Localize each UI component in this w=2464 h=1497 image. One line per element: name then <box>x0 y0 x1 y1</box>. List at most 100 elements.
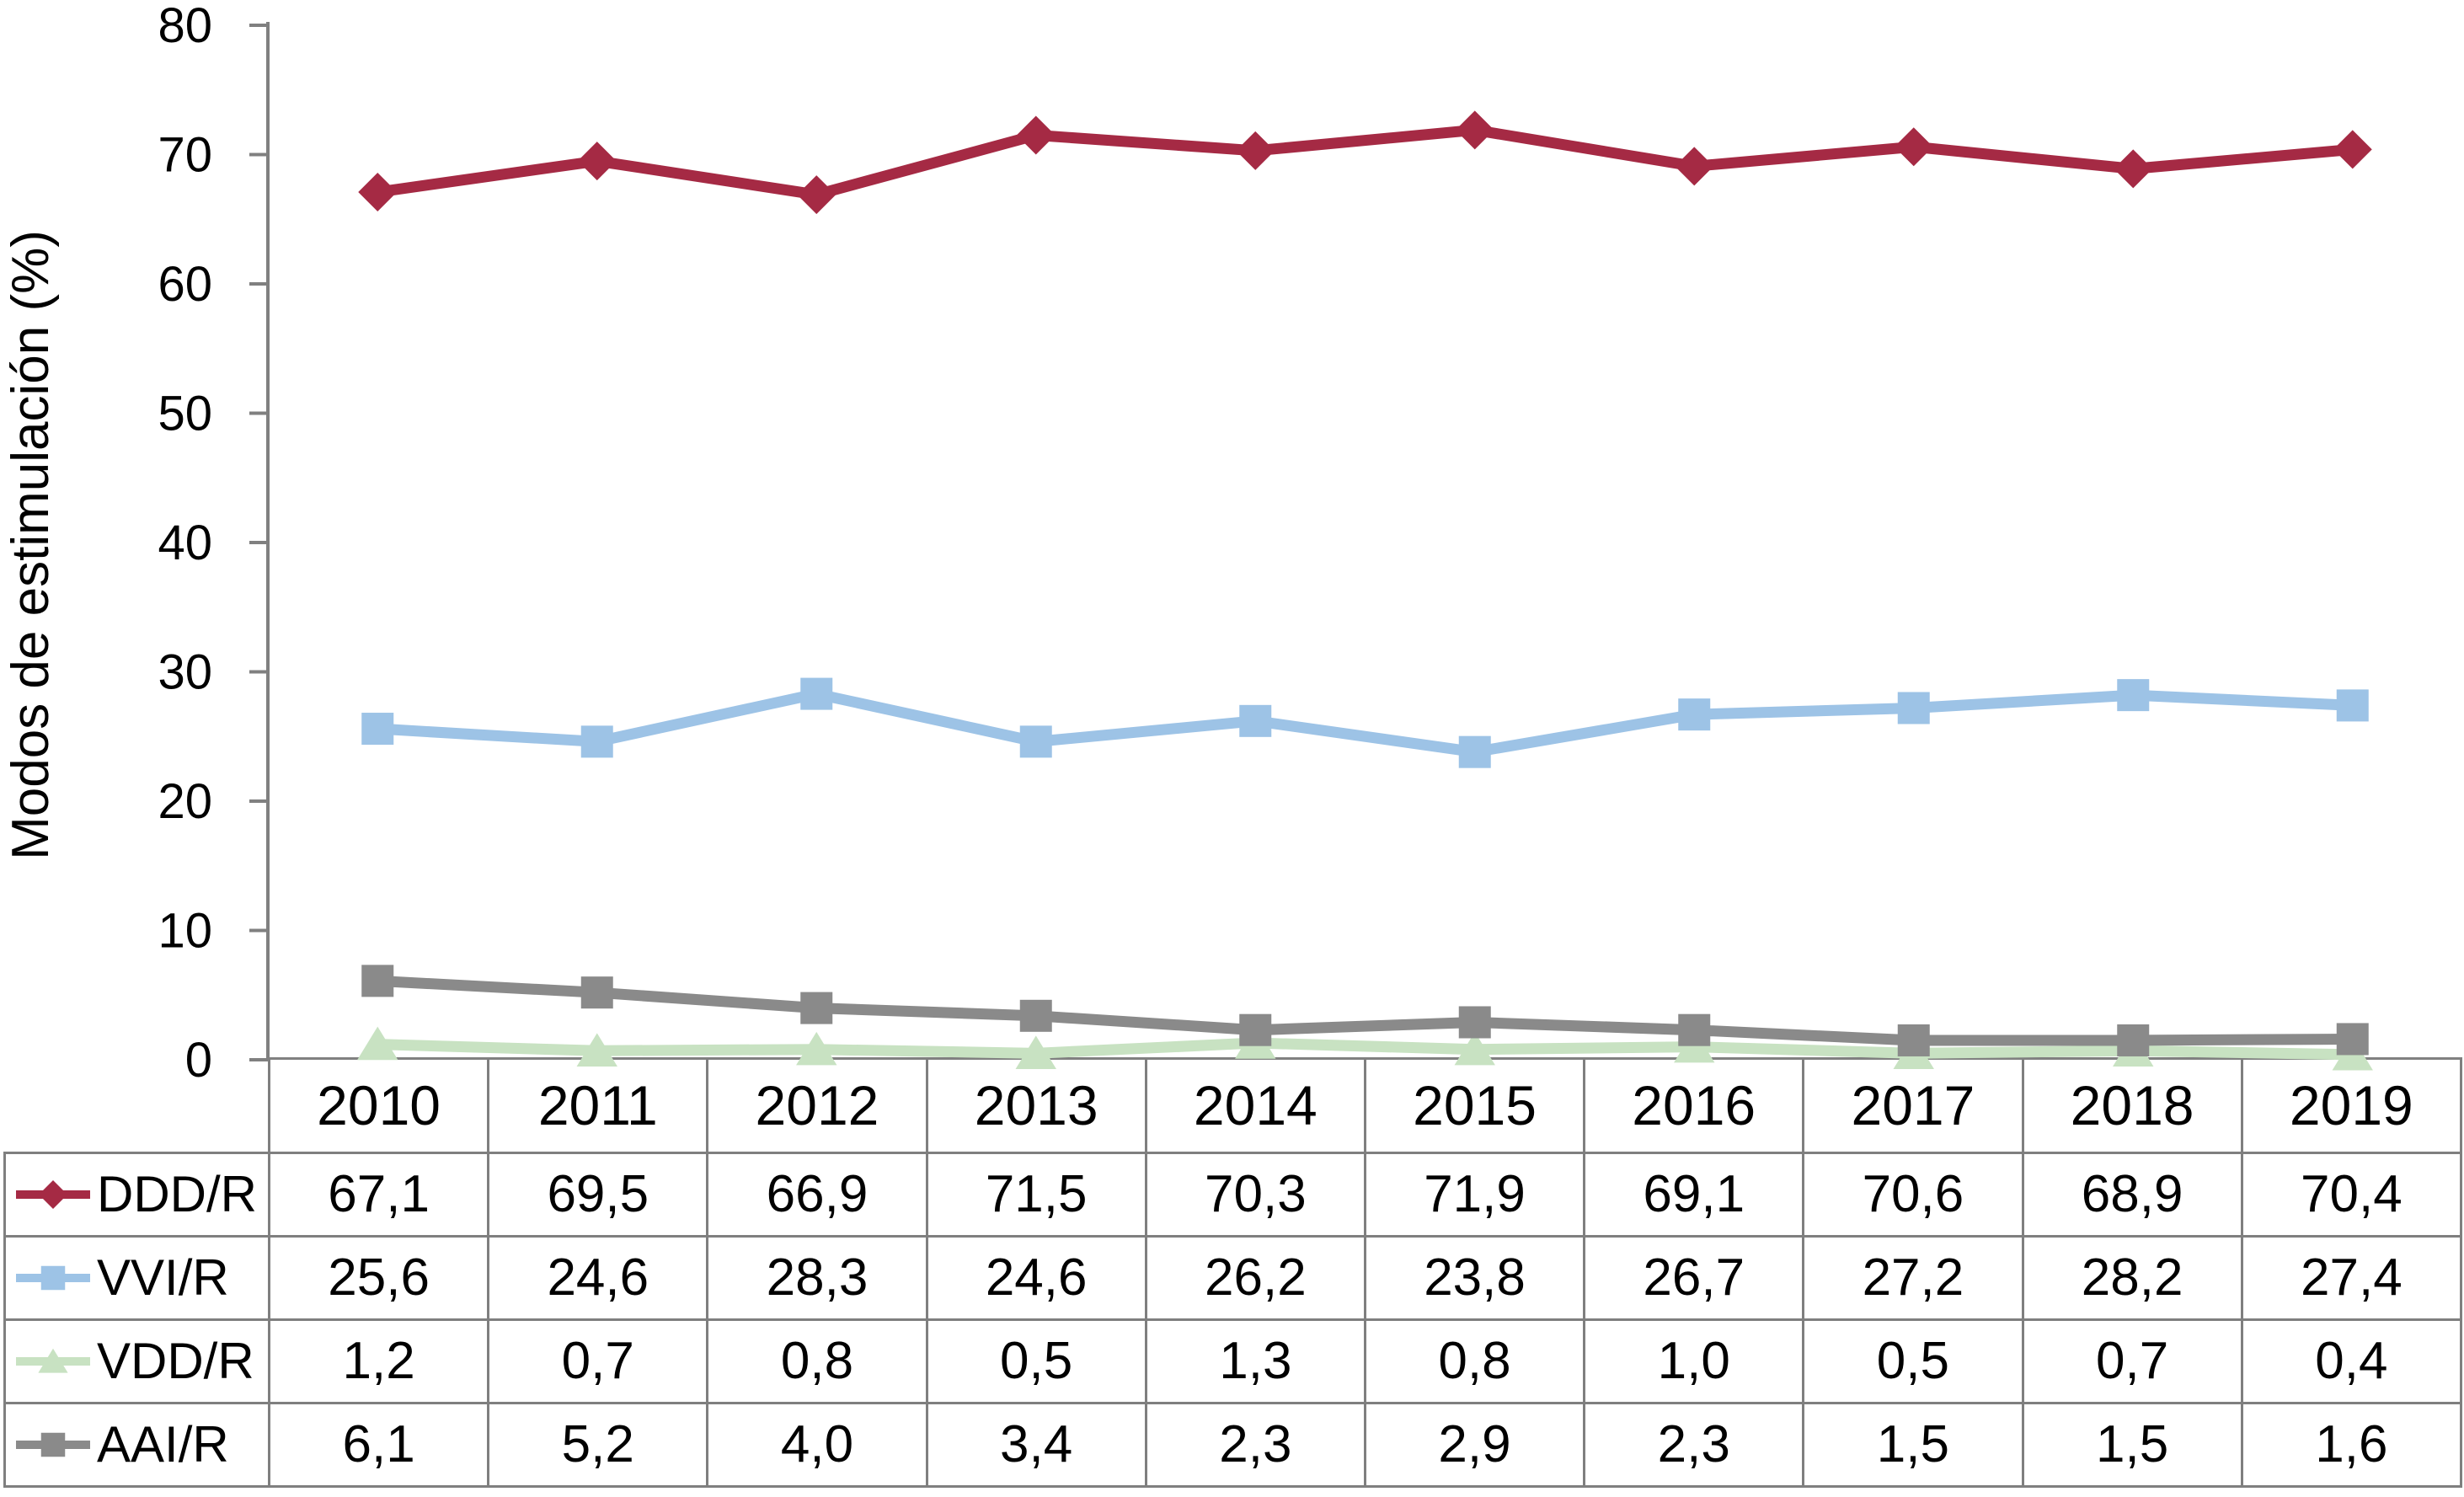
series-label: AAI/R <box>97 1416 229 1473</box>
data-point-aai-r-2018 <box>2117 1024 2150 1056</box>
data-point-vvi-r-2017 <box>1897 692 1930 724</box>
data-point-ddd-r-2010 <box>358 173 398 212</box>
data-point-ddd-r-2015 <box>1455 110 1494 150</box>
data-table: 2010 2011 2012 2013 2014 2015 2016 2017 2018 2019… <box>3 1060 2463 1488</box>
data-point-aai-r-2013 <box>1019 999 1052 1032</box>
value-cell-aai-r-2014: 2,3 <box>1144 1401 1366 1488</box>
year-header-cell: 2016 <box>1583 1060 1805 1152</box>
value-cell-aai-r-2013: 3,4 <box>925 1401 1147 1488</box>
value-cell-ddd-r-2015: 71,9 <box>1363 1151 1586 1238</box>
legend-marker-icon <box>16 1265 90 1290</box>
value-cell-aai-r-2018: 1,5 <box>2021 1401 2243 1488</box>
value-cell-vvi-r-2017: 27,2 <box>1802 1234 2024 1321</box>
legend-square-icon <box>40 1432 66 1457</box>
series-label-cell-ddd-r: DDD/R <box>3 1151 270 1238</box>
value-cell-vvi-r-2010: 25,6 <box>267 1234 490 1321</box>
data-point-aai-r-2011 <box>580 976 613 1009</box>
series-legend: VVI/R <box>8 1248 267 1307</box>
year-header-cell: 2018 <box>2021 1060 2243 1152</box>
y-axis-tick-label: 10 <box>158 904 212 959</box>
legend-marker-icon <box>16 1348 90 1373</box>
year-header-cell: 2014 <box>1144 1060 1366 1152</box>
data-point-vvi-r-2011 <box>580 725 613 758</box>
series-line-vdd-r <box>377 1037 2353 1061</box>
y-axis-tick-label: 80 <box>158 0 212 53</box>
data-point-ddd-r-2019 <box>2333 130 2372 169</box>
value-cell-vdd-r-2016: 1,0 <box>1583 1318 1805 1404</box>
value-cell-vvi-r-2012: 28,3 <box>706 1234 928 1321</box>
data-point-aai-r-2017 <box>1897 1024 1930 1056</box>
legend-square-icon <box>40 1265 66 1290</box>
data-point-ddd-r-2011 <box>577 142 617 181</box>
value-cell-aai-r-2015: 2,9 <box>1363 1401 1586 1488</box>
data-point-ddd-r-2018 <box>2114 149 2153 189</box>
data-point-vdd-r-2011 <box>576 1033 617 1067</box>
year-header-cell: 2011 <box>487 1060 709 1152</box>
value-cell-aai-r-2017: 1,5 <box>1802 1401 2024 1488</box>
value-cell-vvi-r-2013: 24,6 <box>925 1234 1147 1321</box>
series-label-cell-vvi-r: VVI/R <box>3 1234 270 1321</box>
y-axis-tick-label: 70 <box>158 128 212 183</box>
year-header-cell: 2015 <box>1363 1060 1586 1152</box>
value-cell-vvi-r-2011: 24,6 <box>487 1234 709 1321</box>
data-point-ddd-r-2017 <box>1894 127 1933 167</box>
y-axis-tick-label: 40 <box>158 516 212 570</box>
data-point-vvi-r-2016 <box>1678 698 1711 731</box>
series-line-vvi-r <box>377 687 2354 758</box>
year-header-cell: 2019 <box>2240 1060 2463 1152</box>
data-point-vdd-r-2015 <box>1454 1031 1495 1066</box>
data-point-ddd-r-2016 <box>1675 147 1714 186</box>
data-point-aai-r-2012 <box>800 992 833 1024</box>
legend-marker-icon <box>16 1179 90 1209</box>
data-point-aai-r-2016 <box>1678 1013 1711 1046</box>
value-cell-ddd-r-2019: 70,4 <box>2240 1151 2463 1238</box>
data-point-vvi-r-2015 <box>1458 735 1491 768</box>
data-point-aai-r-2010 <box>361 965 394 997</box>
value-cell-vvi-r-2018: 28,2 <box>2021 1234 2243 1321</box>
y-axis-tick-label: 20 <box>158 774 212 829</box>
year-header-cell: 2012 <box>706 1060 928 1152</box>
year-header-cell: 2017 <box>1802 1060 2024 1152</box>
series-label-cell-vdd-r: VDD/R <box>3 1318 270 1404</box>
series-label: DDD/R <box>97 1166 257 1222</box>
value-cell-vdd-r-2017: 0,5 <box>1802 1318 2024 1404</box>
value-cell-aai-r-2016: 2,3 <box>1583 1401 1805 1488</box>
value-cell-vdd-r-2019: 0,4 <box>2240 1318 2463 1404</box>
year-header-cell: 2010 <box>267 1060 490 1152</box>
table-corner-cell <box>5 1060 270 1152</box>
value-cell-vvi-r-2019: 27,4 <box>2240 1234 2463 1321</box>
series-legend: DDD/R <box>8 1165 267 1223</box>
data-point-vdd-r-2010 <box>357 1026 398 1061</box>
y-axis-tick-label: 0 <box>185 1033 212 1088</box>
table-series-row-vdd-r: VDD/R 1,2 0,7 0,8 0,5 1,3 0,8 1,0 0,5 0,7 0,4 <box>3 1318 2463 1404</box>
value-cell-vvi-r-2014: 26,2 <box>1144 1234 1366 1321</box>
value-cell-ddd-r-2017: 70,6 <box>1802 1151 2024 1238</box>
value-cell-vdd-r-2013: 0,5 <box>925 1318 1147 1404</box>
value-cell-aai-r-2010: 6,1 <box>267 1401 490 1488</box>
series-legend: VDD/R <box>8 1332 267 1390</box>
data-point-vvi-r-2013 <box>1019 725 1052 758</box>
data-point-ddd-r-2012 <box>797 175 836 215</box>
data-point-aai-r-2019 <box>2336 1023 2369 1056</box>
value-cell-vvi-r-2015: 23,8 <box>1363 1234 1586 1321</box>
legend-marker-icon <box>16 1432 90 1457</box>
value-cell-ddd-r-2016: 69,1 <box>1583 1151 1805 1238</box>
value-cell-vdd-r-2011: 0,7 <box>487 1318 709 1404</box>
value-cell-vdd-r-2018: 0,7 <box>2021 1318 2243 1404</box>
value-cell-aai-r-2019: 1,6 <box>2240 1401 2463 1488</box>
chart-plot-area: 0 10 20 30 40 50 60 70 80 <box>158 0 2462 1088</box>
series-line-ddd-r <box>377 124 2354 200</box>
value-cell-ddd-r-2014: 70,3 <box>1144 1151 1366 1238</box>
data-point-vvi-r-2014 <box>1239 704 1272 737</box>
data-point-vvi-r-2018 <box>2117 679 2150 712</box>
value-cell-ddd-r-2011: 69,5 <box>487 1151 709 1238</box>
value-cell-vdd-r-2015: 0,8 <box>1363 1318 1586 1404</box>
value-cell-ddd-r-2012: 66,9 <box>706 1151 928 1238</box>
value-cell-vdd-r-2010: 1,2 <box>267 1318 490 1404</box>
data-point-vvi-r-2012 <box>800 677 833 710</box>
year-header-cell: 2013 <box>925 1060 1147 1152</box>
table-series-row-vvi-r: VVI/R 25,6 24,6 28,3 24,6 26,2 23,8 26,7 27,2 28,… <box>3 1234 2463 1321</box>
data-point-vvi-r-2010 <box>361 713 394 746</box>
y-axis-tick-label: 50 <box>158 387 212 441</box>
series-label: VVI/R <box>97 1249 229 1306</box>
